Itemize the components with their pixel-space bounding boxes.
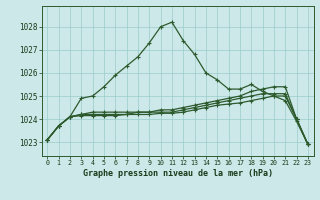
X-axis label: Graphe pression niveau de la mer (hPa): Graphe pression niveau de la mer (hPa) (83, 169, 273, 178)
